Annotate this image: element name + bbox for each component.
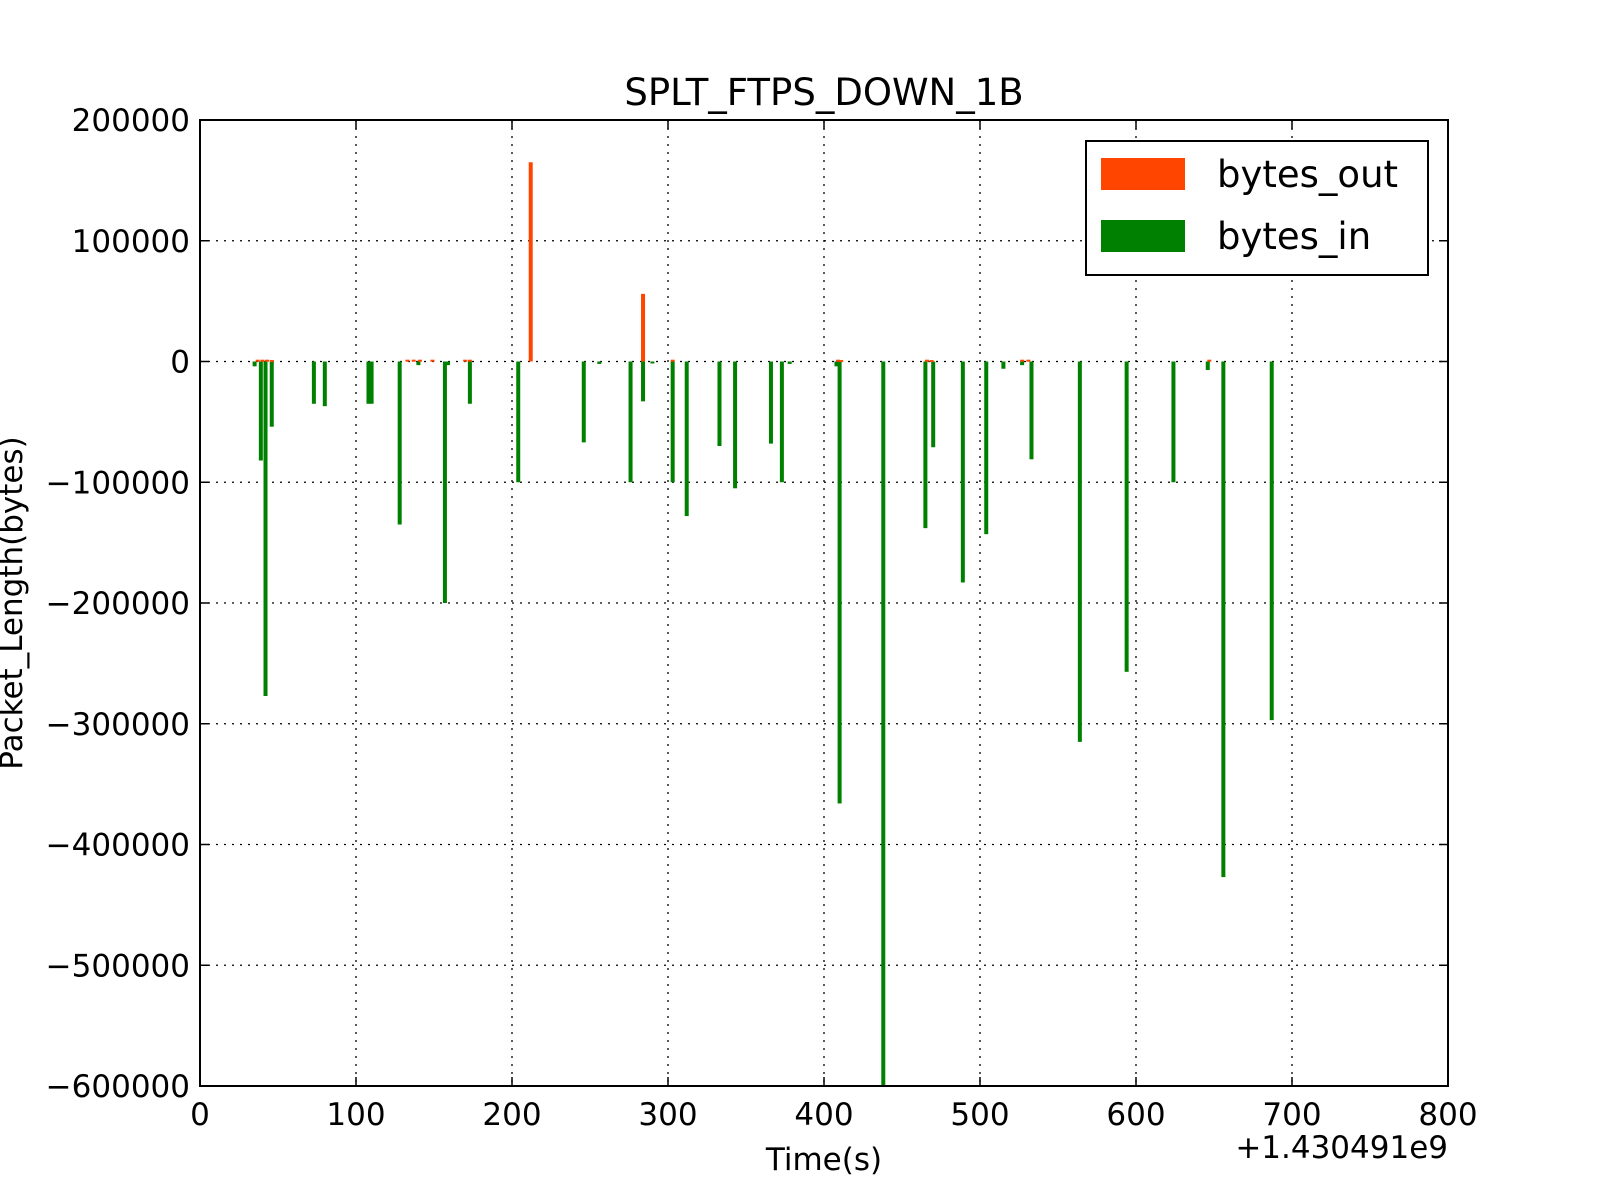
bar-bytes-in: [467, 361, 472, 404]
bar-bytes-in: [597, 361, 602, 364]
bar-bytes-in: [516, 361, 521, 483]
y-axis-label: Packet_Length(bytes): [0, 436, 30, 769]
x-tick-label: 700: [1262, 1097, 1321, 1133]
x-tick-label: 500: [950, 1097, 1009, 1133]
x-tick-label: 300: [638, 1097, 697, 1133]
y-tick-label: −600000: [46, 1069, 190, 1105]
x-tick-label: 0: [190, 1097, 210, 1133]
bar-bytes-in: [779, 361, 784, 483]
bar-bytes-in: [1205, 361, 1210, 370]
bar-bytes-in: [628, 361, 633, 483]
bar-bytes-in: [641, 361, 646, 402]
bar-bytes-in: [834, 361, 839, 367]
bar-bytes-in: [881, 361, 886, 1086]
bar-bytes-in: [1029, 361, 1034, 460]
y-tick-label: −500000: [46, 948, 190, 984]
bar-bytes-out: [641, 293, 646, 362]
legend-swatch-bytes-out: [1101, 158, 1185, 190]
bar-bytes-in: [446, 361, 451, 366]
bar-bytes-in: [1171, 361, 1176, 483]
bar-bytes-out: [265, 359, 270, 362]
x-axis-offset-label: +1.430491e9: [1235, 1130, 1448, 1166]
bar-bytes-in: [837, 361, 842, 804]
bar-bytes-out: [417, 359, 422, 362]
bar-bytes-out: [670, 359, 675, 362]
bar-bytes-in: [269, 361, 274, 427]
bar-bytes-out: [929, 360, 934, 363]
y-tick-label: −100000: [46, 465, 190, 501]
bar-bytes-in: [684, 361, 689, 517]
bar-bytes-in: [416, 361, 421, 366]
x-tick-labels: 0 100 200 300 400 500 600 700 800: [190, 1097, 1477, 1133]
x-tick-label: 200: [482, 1097, 541, 1133]
bar-bytes-out: [1026, 359, 1031, 362]
bar-bytes-in: [984, 361, 989, 535]
y-tick-labels: 200000 100000 0 −100000 −200000 −300000 −40000…: [46, 103, 190, 1105]
bars: [252, 162, 1274, 1086]
x-tick-label: 100: [326, 1097, 385, 1133]
x-tick-label: 400: [794, 1097, 853, 1133]
bar-bytes-out: [836, 359, 841, 362]
bar-bytes-in: [960, 361, 965, 583]
bar-bytes-out: [269, 360, 274, 363]
bar-bytes-in: [442, 361, 447, 603]
y-tick-label: 100000: [72, 224, 190, 260]
bar-bytes-in: [1077, 361, 1082, 742]
legend-swatch-bytes-in: [1101, 220, 1185, 252]
y-tick-label: 200000: [72, 103, 190, 139]
bar-bytes-in: [1020, 361, 1025, 366]
bar-bytes-out: [255, 359, 260, 362]
bar-bytes-out: [411, 359, 416, 362]
bar-bytes-in: [252, 361, 257, 367]
bar-bytes-in: [366, 361, 371, 404]
y-tick-label: −400000: [46, 828, 190, 864]
y-tick-label: −200000: [46, 586, 190, 622]
bar-bytes-out: [839, 360, 844, 363]
bar-bytes-in: [581, 361, 586, 443]
bar-bytes-in: [670, 361, 675, 483]
bar-bytes-in: [931, 361, 936, 448]
bar-bytes-out: [528, 162, 533, 362]
bar-bytes-out: [1020, 359, 1025, 362]
bar-bytes-out: [430, 359, 435, 362]
bar-bytes-out: [924, 359, 929, 362]
bar-bytes-in: [733, 361, 738, 489]
bar-bytes-in: [650, 361, 655, 364]
bar-bytes-in: [322, 361, 327, 407]
y-tick-label: −300000: [46, 707, 190, 743]
bar-bytes-in: [1124, 361, 1129, 672]
bar-bytes-out: [405, 359, 410, 362]
bar-bytes-out: [463, 359, 468, 362]
grid-lines: [200, 120, 1448, 1086]
bar-bytes-in: [311, 361, 316, 404]
bar-bytes-in: [369, 361, 374, 404]
bar-bytes-in: [397, 361, 402, 525]
bar-bytes-in: [787, 361, 792, 364]
legend: bytes_out bytes_in: [1085, 140, 1429, 276]
bar-bytes-in: [768, 361, 773, 444]
bar-bytes-in: [717, 361, 722, 447]
legend-label-bytes-in: bytes_in: [1217, 215, 1371, 258]
bar-bytes-in: [923, 361, 928, 529]
y-tick-label: 0: [170, 345, 190, 381]
bar-bytes-out: [467, 359, 472, 362]
bar-bytes-in: [263, 361, 268, 696]
bar-bytes-in: [258, 361, 263, 461]
x-axis-label: Time(s): [765, 1142, 882, 1178]
bar-bytes-in: [1269, 361, 1274, 721]
bar-bytes-out: [1207, 359, 1212, 362]
chart-title: SPLT_FTPS_DOWN_1B: [624, 71, 1023, 114]
ticks: [199, 119, 1449, 1087]
x-tick-label: 600: [1106, 1097, 1165, 1133]
bar-bytes-in: [1221, 361, 1226, 878]
bar-bytes-out: [260, 359, 265, 362]
legend-label-bytes-out: bytes_out: [1217, 153, 1398, 196]
x-tick-label: 800: [1418, 1097, 1477, 1133]
bar-bytes-in: [1001, 361, 1006, 369]
